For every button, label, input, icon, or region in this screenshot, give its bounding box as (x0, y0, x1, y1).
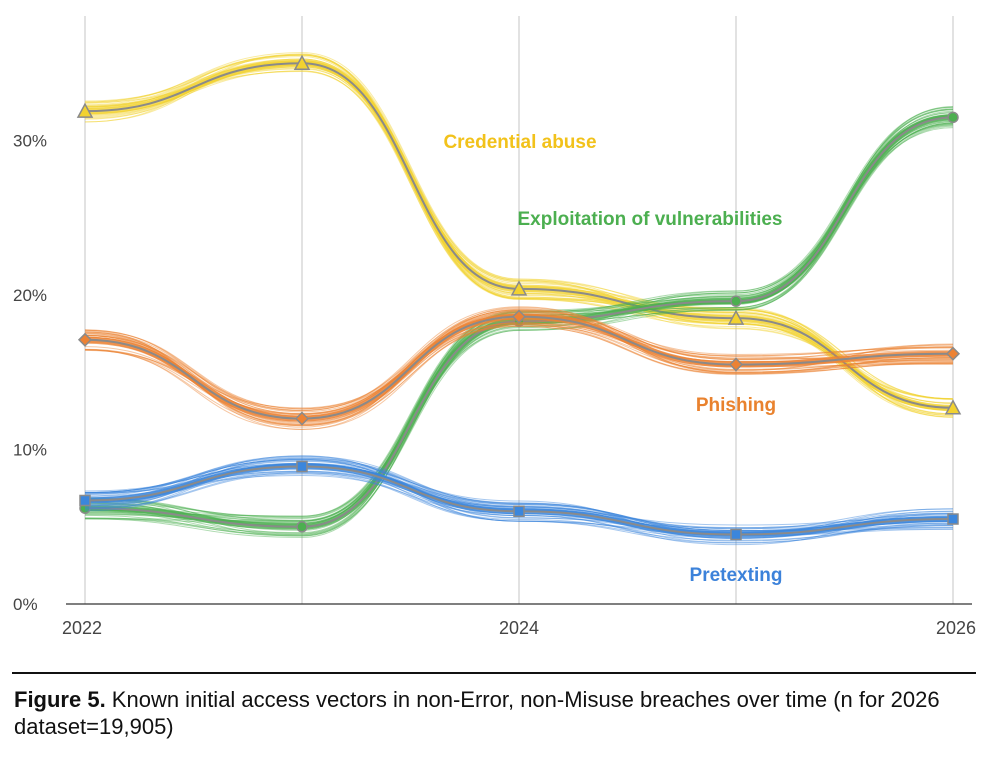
bootstrap-line (84, 458, 954, 541)
data-point (947, 513, 959, 525)
data-point (294, 411, 310, 426)
bootstrap-line (84, 52, 954, 411)
series-phishing (77, 306, 961, 430)
data-point (727, 309, 745, 325)
bootstrap-line (84, 70, 954, 415)
bootstrap-line (84, 67, 954, 418)
bootstrap-line (84, 459, 954, 530)
data-point (728, 357, 744, 372)
bootstrap-line (84, 325, 954, 410)
bootstrap-line (84, 53, 954, 416)
data-point (293, 54, 311, 70)
bootstrap-line (84, 325, 954, 426)
data-point (296, 521, 308, 533)
bootstrap-line (84, 460, 954, 529)
series-label: Credential abuse (443, 132, 596, 153)
bootstrap-line (84, 66, 954, 408)
data-point (79, 494, 91, 507)
figure-caption: Figure 5. Known initial access vectors i… (14, 686, 974, 740)
bootstrap-line (84, 323, 954, 411)
series-pretexting (79, 455, 959, 546)
data-point (945, 346, 961, 361)
bootstrap-line (84, 457, 954, 532)
bootstrap-line (84, 68, 954, 412)
data-point (296, 460, 308, 473)
series-credential-abuse (76, 52, 962, 418)
bootstrap-line (84, 458, 954, 529)
bootstrap-line (84, 125, 954, 536)
data-point (77, 332, 93, 347)
bootstrap-line (84, 306, 954, 412)
series-line (84, 315, 954, 420)
bootstrap-line (84, 54, 954, 407)
data-point (513, 505, 525, 518)
caption-rule (12, 672, 976, 674)
y-tick-label: 20% (13, 286, 47, 305)
bootstrap-line (84, 66, 954, 416)
series-line (84, 62, 954, 409)
series-label: Exploitation of vulnerabilities (518, 209, 783, 230)
series-label: Pretexting (690, 565, 783, 586)
caption-text: Known initial access vectors in non-Erro… (14, 687, 940, 739)
bootstrap-line (84, 54, 954, 400)
data-point (730, 295, 742, 307)
x-tick-label: 2024 (499, 618, 539, 638)
x-tick-label: 2026 (936, 618, 976, 638)
data-point (76, 102, 94, 118)
bootstrap-line (84, 53, 954, 404)
x-tick-label: 2022 (62, 618, 102, 638)
y-tick-label: 10% (13, 441, 47, 460)
bootstrap-line (84, 310, 954, 427)
data-point (947, 111, 959, 124)
data-point (511, 309, 527, 324)
bootstrap-line (84, 324, 954, 430)
series-label: Phishing (696, 395, 776, 416)
y-tick-label: 30% (13, 132, 47, 151)
line-chart: 0% 10% 20% 30% 2022 2024 2026 Credential abuse E… (13, 16, 976, 638)
bootstrap-line (84, 308, 954, 430)
y-tick-label: 0% (13, 595, 38, 614)
data-point (730, 528, 742, 541)
bootstrap-line (84, 455, 954, 544)
figure-label: Figure 5. (14, 687, 106, 712)
data-point (944, 399, 962, 415)
bootstrap-line (84, 460, 954, 534)
data-point (510, 280, 528, 296)
bootstrap-line (84, 455, 954, 532)
